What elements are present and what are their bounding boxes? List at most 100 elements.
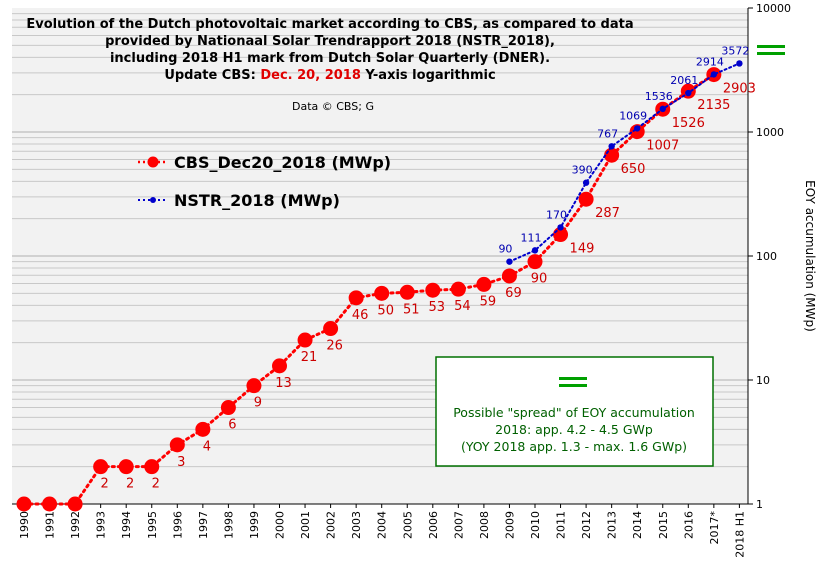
cbs-value-label: 21	[301, 350, 318, 365]
cbs-point	[348, 290, 364, 306]
nstr-value-label: 1069	[619, 109, 647, 122]
nstr-value-label: 3572	[721, 44, 749, 57]
cbs-value-label: 6	[228, 418, 236, 433]
legend: CBS_Dec20_2018 (MWp) NSTR_2018 (MWp)	[138, 153, 391, 210]
cbs-value-label: 650	[621, 162, 646, 177]
nstr-point	[582, 179, 590, 186]
cbs-point	[578, 191, 594, 207]
x-tick-label: 2010	[529, 511, 542, 539]
y-tick-label: 10000	[756, 2, 791, 15]
cbs-value-label: 1526	[672, 116, 705, 131]
cbs-value-label: 149	[570, 242, 595, 257]
x-tick-label: 1995	[146, 511, 159, 539]
x-tick-label: 2005	[401, 511, 414, 539]
legend-cbs-marker	[147, 156, 159, 168]
spread-note-line2: 2018: app. 4.2 - 4.5 GWp	[495, 422, 653, 437]
cbs-point	[220, 400, 236, 416]
double-green-bar-icon	[559, 377, 587, 387]
data-credit: Data © CBS; G	[292, 100, 374, 113]
cbs-value-label: 26	[326, 339, 343, 354]
cbs-value-label: 2	[152, 477, 160, 492]
cbs-point	[169, 437, 185, 453]
nstr-value-label: 111	[521, 231, 542, 244]
nstr-point	[506, 258, 513, 265]
y-tick-label: 100	[756, 250, 777, 263]
y-axis-label: EOY accumulation (MWp)	[803, 180, 817, 332]
nstr-point	[710, 71, 718, 78]
cbs-point	[67, 496, 83, 512]
cbs-point	[425, 282, 441, 298]
cbs-value-label: 287	[595, 206, 620, 221]
cbs-value-label: 53	[429, 300, 446, 315]
title-log-note: Y-axis logarithmic	[361, 68, 496, 83]
x-tick-label: 2016	[682, 511, 695, 539]
nstr-point	[531, 247, 539, 254]
title-update-label: Update CBS:	[164, 68, 260, 83]
nstr-point	[659, 105, 666, 113]
legend-nstr-marker	[150, 197, 156, 203]
cbs-value-label: 1007	[646, 139, 679, 154]
title-update-date: Dec. 20, 2018	[260, 68, 361, 83]
nstr-point	[608, 143, 615, 150]
x-tick-label: 1998	[222, 511, 235, 539]
cbs-point	[272, 358, 287, 374]
nstr-point	[736, 60, 743, 67]
spread-range-marker-icon	[757, 45, 785, 55]
cbs-value-label: 69	[505, 286, 522, 301]
x-tick-label: 1990	[18, 511, 31, 539]
legend-nstr-label: NSTR_2018 (MWp)	[174, 191, 340, 210]
x-tick-label: 2015	[657, 511, 670, 539]
cbs-point	[527, 254, 543, 270]
nstr-value-label: 767	[597, 127, 618, 140]
x-tick-label: 2018 H1	[733, 511, 746, 558]
x-tick-label: 2006	[427, 511, 440, 539]
cbs-value-label: 59	[480, 294, 497, 309]
x-tick-label: 2013	[606, 511, 619, 539]
cbs-point	[118, 459, 134, 475]
cbs-value-label: 54	[454, 299, 471, 314]
x-tick-label: 1997	[197, 511, 210, 539]
cbs-value-label: 50	[377, 303, 394, 318]
x-tick-label: 2001	[299, 511, 312, 539]
cbs-point	[144, 459, 160, 475]
cbs-point	[450, 281, 466, 297]
spread-note-line3: (YOY 2018 app. 1.3 - max. 1.6 GWp)	[461, 439, 687, 454]
nstr-point	[557, 224, 564, 231]
cbs-value-label: 13	[275, 376, 292, 391]
grid	[12, 13, 748, 468]
legend-cbs: CBS_Dec20_2018 (MWp)	[138, 153, 391, 172]
x-ticks: 1990 1991 1992 1993 1994 1995 1996 1997 1998 1999…	[18, 504, 746, 558]
cbs-value-label: 9	[254, 396, 262, 411]
x-tick-label: 1992	[69, 511, 82, 539]
nstr-value-label: 1536	[645, 90, 673, 103]
x-tick-label: 2014	[631, 511, 644, 539]
x-tick-label: 2007	[452, 511, 465, 539]
x-tick-label: 2008	[478, 511, 491, 539]
cbs-value-label: 3	[177, 455, 185, 470]
nstr-point	[685, 89, 692, 97]
cbs-value-label: 4	[203, 439, 211, 454]
x-tick-label: 2012	[580, 511, 593, 539]
nstr-point	[634, 125, 641, 132]
y-tick-label: 1	[756, 498, 763, 511]
cbs-point	[501, 268, 517, 284]
chart-title: Evolution of the Dutch photovoltaic mark…	[26, 17, 633, 83]
legend-nstr: NSTR_2018 (MWp)	[138, 191, 340, 210]
nstr-value-label: 2061	[670, 74, 698, 87]
x-tick-label: 2004	[376, 511, 389, 539]
y-ticks: 1 10 100 1000 10000	[748, 2, 791, 511]
cbs-point	[16, 496, 32, 512]
cbs-point	[195, 421, 211, 437]
x-tick-label: 2002	[325, 511, 338, 539]
series-nstr	[506, 60, 743, 265]
nstr-line	[508, 62, 741, 263]
y-tick-label: 10	[756, 374, 770, 387]
cbs-value-label: 2903	[723, 82, 756, 97]
cbs-value-label: 2	[101, 477, 109, 492]
nstr-value-label: 2914	[696, 55, 724, 68]
spread-note-line1: Possible "spread" of EOY accumulation	[453, 405, 695, 420]
cbs-point	[246, 378, 262, 394]
